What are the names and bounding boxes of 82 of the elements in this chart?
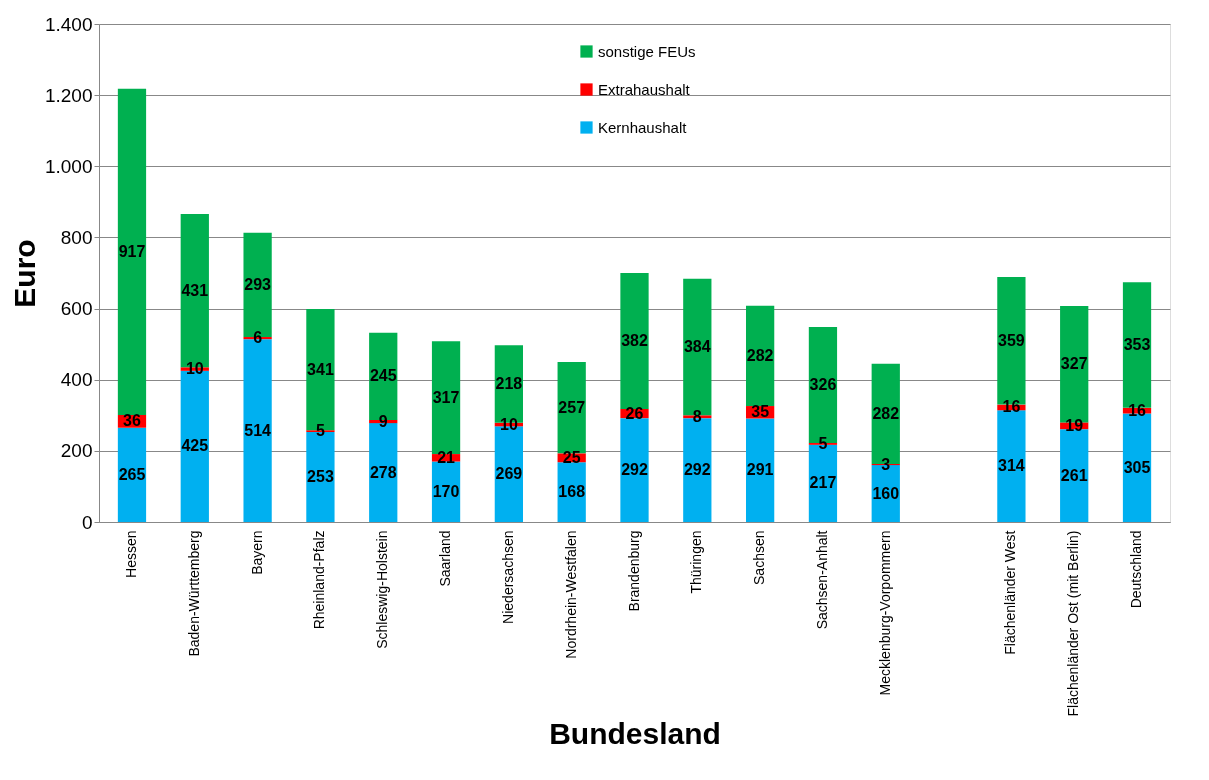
data-label: 21 bbox=[437, 448, 456, 466]
y-tick-label: 0 bbox=[81, 511, 93, 533]
y-tick-label: 800 bbox=[60, 226, 93, 248]
data-label: 170 bbox=[432, 482, 460, 500]
bar bbox=[1060, 429, 1089, 522]
x-tick-label: Brandenburg bbox=[625, 530, 642, 612]
data-label: 431 bbox=[181, 281, 209, 299]
data-label: 160 bbox=[872, 484, 900, 502]
data-label: 384 bbox=[683, 337, 711, 355]
y-tick-label: 600 bbox=[60, 298, 93, 320]
data-label: 265 bbox=[118, 465, 146, 483]
x-tick-label: Flächenländer West bbox=[1002, 530, 1019, 655]
bar bbox=[746, 305, 775, 407]
data-label: 10 bbox=[185, 360, 204, 378]
legend-label: Extrahaushalt bbox=[598, 80, 691, 98]
data-label: 253 bbox=[307, 468, 334, 485]
legend-label: sonstige FEUs bbox=[598, 42, 696, 60]
x-tick-label: Bayern bbox=[248, 530, 265, 575]
data-label: 327 bbox=[1060, 355, 1088, 373]
data-label: 9 bbox=[378, 412, 388, 430]
y-tick-label: 1.400 bbox=[44, 13, 93, 35]
data-label: 314 bbox=[998, 457, 1025, 475]
bar bbox=[746, 418, 775, 522]
data-label: 292 bbox=[683, 461, 711, 479]
data-label: 425 bbox=[181, 437, 209, 455]
x-tick-label: Niedersachsen bbox=[499, 530, 516, 624]
data-label: 25 bbox=[562, 448, 581, 466]
data-label: 917 bbox=[118, 242, 146, 260]
data-label: 257 bbox=[558, 398, 586, 416]
data-label: 26 bbox=[625, 404, 644, 422]
data-label: 10 bbox=[499, 415, 518, 433]
y-tick-label: 200 bbox=[60, 440, 93, 462]
data-label: 261 bbox=[1060, 466, 1088, 484]
data-label: 218 bbox=[495, 374, 523, 392]
x-tick-label: Thüringen bbox=[688, 530, 705, 594]
data-label: 8 bbox=[692, 407, 702, 425]
x-tick-label: Mecklenburg-Vorpommern bbox=[876, 530, 893, 696]
x-tick-label: Sachsen bbox=[751, 530, 768, 585]
x-tick-label: Rheinland-Pfalz bbox=[311, 530, 328, 630]
y-tick-label: 1.000 bbox=[44, 155, 93, 177]
y-axis-title: Euro bbox=[7, 239, 41, 308]
y-tick-label: 400 bbox=[60, 369, 93, 391]
x-tick-label: Nordrhein-Westfalen bbox=[562, 530, 579, 659]
bar bbox=[997, 410, 1026, 522]
data-label: 6 bbox=[253, 329, 263, 347]
x-tick-label: Saarland bbox=[437, 530, 454, 587]
data-label: 282 bbox=[746, 346, 774, 364]
data-label: 341 bbox=[307, 360, 334, 378]
bar bbox=[117, 427, 147, 522]
data-label: 282 bbox=[872, 404, 900, 422]
data-label: 326 bbox=[809, 376, 837, 394]
data-label: 5 bbox=[315, 422, 325, 440]
bar bbox=[117, 88, 147, 415]
x-axis-title: Bundesland bbox=[549, 717, 721, 751]
data-label: 278 bbox=[369, 463, 397, 481]
bar bbox=[620, 273, 649, 409]
data-label: 168 bbox=[558, 483, 586, 501]
data-label: 305 bbox=[1123, 458, 1151, 476]
x-tick-label: Deutschland bbox=[1128, 530, 1145, 609]
data-label: 353 bbox=[1123, 336, 1151, 354]
data-label: 514 bbox=[244, 421, 272, 439]
legend-label: Kernhaushalt bbox=[598, 118, 688, 136]
data-label: 293 bbox=[244, 275, 272, 293]
data-label: 291 bbox=[746, 461, 774, 479]
data-label: 359 bbox=[998, 331, 1025, 349]
data-label: 292 bbox=[621, 461, 648, 479]
x-tick-label: Flächenländer Ost (mit Berlin) bbox=[1065, 530, 1082, 717]
data-label: 245 bbox=[369, 367, 397, 385]
data-label: 3 bbox=[881, 455, 891, 473]
x-tick-label: Hessen bbox=[122, 530, 139, 578]
y-tick-label: 1.200 bbox=[44, 84, 93, 106]
data-label: 317 bbox=[432, 388, 460, 406]
x-tick-label: Schleswig-Holstein bbox=[374, 530, 391, 649]
x-tick-label: Baden-Württemberg bbox=[185, 530, 202, 657]
bar bbox=[620, 418, 649, 522]
x-tick-label: Sachsen-Anhalt bbox=[813, 530, 830, 630]
data-label: 217 bbox=[809, 474, 837, 492]
data-label: 36 bbox=[123, 412, 141, 430]
data-label: 269 bbox=[495, 465, 523, 483]
data-label: 5 bbox=[818, 434, 828, 452]
data-label: 382 bbox=[621, 331, 648, 349]
data-label: 35 bbox=[751, 403, 770, 421]
